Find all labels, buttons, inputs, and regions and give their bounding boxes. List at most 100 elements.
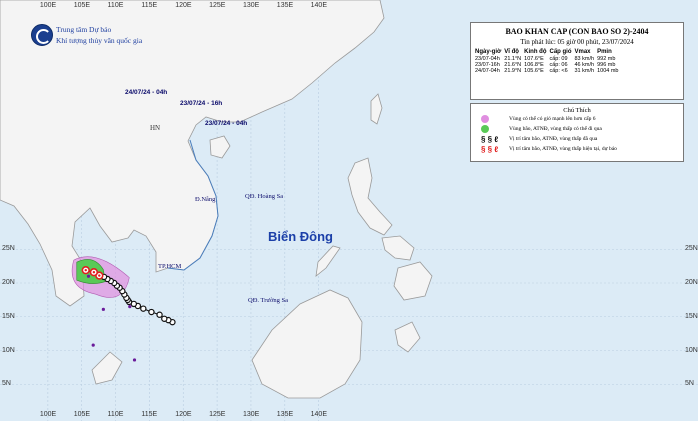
cell: 21.6°N bbox=[504, 62, 522, 68]
agency-logo bbox=[31, 24, 53, 46]
hainan-island bbox=[209, 135, 231, 159]
visayas-islands bbox=[381, 235, 415, 261]
past-storm-symbol-icon: § § ℓ bbox=[481, 134, 499, 144]
hoangsa-marker bbox=[128, 305, 132, 309]
legend-item-cone: Vùng bão, ATNĐ, vùng thấp có thể đi qua bbox=[481, 124, 683, 134]
label-danang: Đ.Nẵng bbox=[195, 196, 216, 203]
lon-tick-label: 105E bbox=[73, 2, 91, 9]
past-position-marker bbox=[140, 305, 147, 312]
label-hcm: TP.HCM bbox=[158, 263, 182, 270]
header-lat: Vĩ độ bbox=[504, 49, 519, 55]
cell: 107.6°E bbox=[524, 56, 544, 62]
cell: 105.6°E bbox=[524, 68, 544, 74]
lat-tick-label: 20N bbox=[685, 279, 698, 286]
lat-tick-label: 25N bbox=[685, 245, 698, 253]
city-markers bbox=[86, 274, 137, 362]
legend-text: Vùng có thể có gió mạnh lên hơn cấp 6 bbox=[509, 116, 596, 122]
current-storm-symbol-icon: § § ℓ bbox=[481, 144, 499, 154]
palawan-island bbox=[315, 245, 341, 277]
header-pmin: Pmin bbox=[597, 49, 612, 55]
danang-marker bbox=[101, 307, 105, 311]
sulawesi-island bbox=[394, 321, 421, 353]
cell: 996 mb bbox=[597, 62, 616, 68]
legend-text: Vị trí tâm bão, ATNĐ, vùng thấp đã qua bbox=[509, 136, 598, 142]
label-hoangsa: QĐ. Hoàng Sa bbox=[245, 193, 284, 200]
lat-tick-label: 25N bbox=[2, 245, 15, 253]
borneo-island bbox=[251, 289, 363, 399]
malay-peninsula-south bbox=[91, 351, 123, 385]
storm-track bbox=[81, 265, 176, 326]
storm-center-dot bbox=[84, 268, 87, 272]
lon-tick-label: 130E bbox=[242, 411, 260, 418]
label-forecast-23-16: 23/07/24 - 16h bbox=[180, 100, 223, 107]
past-position-marker bbox=[161, 315, 168, 322]
legend-item-wind: Vùng có thể có gió mạnh lên hơn cấp 6 bbox=[481, 114, 683, 124]
cell: cấp: 09 bbox=[549, 56, 568, 62]
lon-tick-label: 125E bbox=[209, 411, 226, 418]
legend-item-current: § § ℓ Vị trí tâm bão, ATNĐ, vùng thấp hi… bbox=[481, 144, 683, 154]
storm-center-dot bbox=[92, 271, 96, 274]
bulletin-panel: BAO KHAN CAP (CON BAO SO 2)-2404 Tin phá… bbox=[470, 22, 684, 100]
lon-tick-label: 140E bbox=[310, 411, 327, 418]
agency-name-line1: Trung tâm Dự báo bbox=[56, 25, 112, 34]
bulletin-title: BAO KHAN CAP (CON BAO SO 2)-2404 bbox=[505, 27, 649, 36]
cell: 23/07-16h bbox=[475, 62, 500, 68]
lon-tick-label: 115E bbox=[141, 2, 158, 9]
lon-tick-label: 135E bbox=[276, 2, 294, 9]
forecast-table: Ngày-giờ Vĩ độ Kinh độ Cấp gió Vmax Pmin… bbox=[475, 49, 621, 74]
landmass bbox=[0, 0, 433, 399]
past-position-marker bbox=[148, 308, 155, 316]
label-truongsa: QĐ. Trường Sa bbox=[248, 297, 289, 304]
lat-tick-label: 5N bbox=[685, 380, 694, 388]
header-vmax: Vmax bbox=[574, 49, 591, 55]
logo-swirl-icon bbox=[36, 29, 51, 44]
cell: 1004 mb bbox=[597, 68, 619, 74]
lon-tick-label: 140E bbox=[310, 2, 327, 9]
cell: cấp: <6 bbox=[549, 68, 568, 74]
label-hanoi: HN bbox=[150, 124, 161, 132]
lon-tick-label: 135E bbox=[276, 411, 294, 418]
cone-swatch-icon bbox=[481, 125, 489, 133]
lon-tick-label: 130E bbox=[242, 2, 260, 9]
cell: 21.1°N bbox=[504, 56, 522, 62]
lon-tick-label: 115E bbox=[141, 411, 158, 418]
cell: 21.9°N bbox=[504, 68, 522, 74]
lat-tick-label: 10N bbox=[685, 346, 698, 354]
table-header-row: Ngày-giờ Vĩ độ Kinh độ Cấp gió Vmax Pmin bbox=[475, 49, 621, 56]
lon-tick-label: 110E bbox=[107, 411, 124, 418]
bulletin-issued: Tin phát lúc: 05 giờ 00 phút, 23/07/2024 bbox=[520, 38, 634, 46]
cell: 83 km/h bbox=[574, 56, 595, 62]
lon-tick-label: 120E bbox=[175, 2, 192, 9]
header-wind-level: Cấp gió bbox=[549, 49, 572, 55]
lat-tick-label: 20N bbox=[2, 279, 15, 286]
legend-text: Vùng bão, ATNĐ, vùng thấp có thể đi qua bbox=[509, 126, 602, 132]
cell: 46 km/h bbox=[574, 62, 595, 68]
luzon-island bbox=[347, 157, 393, 236]
legend-title: Chú Thích bbox=[563, 107, 591, 114]
vietnam-coast bbox=[167, 139, 219, 271]
lon-tick-label: 120E bbox=[175, 411, 192, 418]
legend-item-past: § § ℓ Vị trí tâm bão, ATNĐ, vùng thấp đã… bbox=[481, 134, 683, 144]
cell: 106.8°E bbox=[524, 62, 544, 68]
storm-center-dot bbox=[98, 274, 101, 277]
hcm-marker bbox=[91, 343, 95, 347]
lon-tick-label: 125E bbox=[209, 2, 226, 9]
lat-tick-label: 15N bbox=[2, 312, 15, 320]
cell: cấp: 06 bbox=[549, 62, 568, 68]
label-current-23-04: 23/07/24 - 04h bbox=[205, 120, 248, 127]
table-row: 23/07-04h 21.1°N 107.6°E cấp: 09 83 km/h… bbox=[475, 56, 621, 62]
table-row: 24/07-04h 21.9°N 105.6°E cấp: <6 31 km/h… bbox=[475, 68, 621, 74]
lon-tick-label: 105E bbox=[73, 411, 91, 418]
wind-zone-swatch-icon bbox=[481, 115, 489, 123]
label-bien-dong: Biển Đông bbox=[268, 229, 333, 244]
header-lon: Kinh độ bbox=[524, 49, 547, 55]
lon-tick-label: 110E bbox=[107, 2, 124, 9]
label-forecast-24-04: 24/07/24 - 04h bbox=[125, 89, 168, 96]
past-position-marker bbox=[156, 311, 163, 318]
hanoi-marker bbox=[86, 274, 91, 278]
legend-panel: Chú Thích Vùng có thể có gió mạnh lên hơ… bbox=[470, 103, 684, 162]
lat-tick-label: 10N bbox=[2, 346, 15, 354]
cell: 992 mb bbox=[597, 56, 616, 62]
